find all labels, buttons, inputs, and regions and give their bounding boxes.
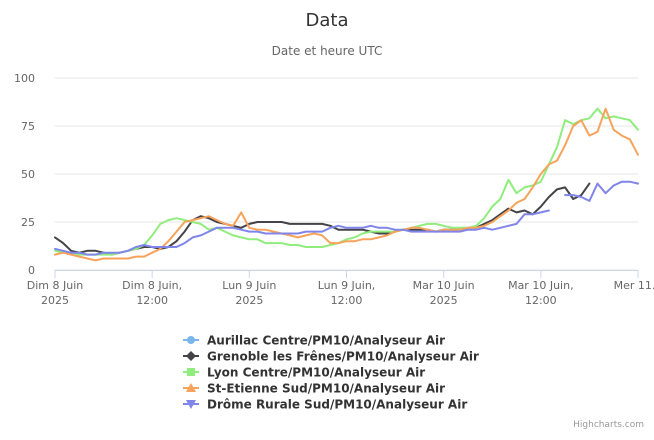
- x-tick-label-line: Mer 11...: [614, 279, 654, 292]
- x-tick-label: Mar 10 Juin, 12:00: [508, 279, 573, 307]
- legend-item-4[interactable]: Drôme Rurale Sud/PM10/Analyseur Air: [183, 398, 467, 412]
- y-tick-label: 0: [28, 264, 35, 277]
- x-tick-label-line: Mar 10 Juin,: [508, 279, 573, 292]
- x-tick-label: Lun 9 Juin, 12:00: [318, 279, 376, 307]
- highcharts-credits[interactable]: Highcharts.com: [573, 420, 644, 430]
- x-tick-label-line: Lun 9 Juin,: [318, 279, 376, 292]
- legend-label: St-Etienne Sud/PM10/Analyseur Air: [207, 382, 445, 396]
- chart-title: Data: [306, 10, 349, 31]
- series-line-2[interactable]: [54, 107, 639, 256]
- x-tick-label-line: Lun 9 Juin: [222, 279, 276, 292]
- legend-item-0[interactable]: Aurillac Centre/PM10/Analyseur Air: [183, 334, 445, 348]
- x-tick-label-line: 2025: [41, 294, 69, 307]
- y-tick-label: 100: [14, 72, 35, 85]
- series-line-4[interactable]: [54, 180, 639, 256]
- legend-item-1[interactable]: Grenoble les Frênes/PM10/Analyseur Air: [183, 350, 479, 364]
- x-tick-label-line: 12:00: [525, 294, 557, 307]
- chart-subtitle: Date et heure UTC: [272, 44, 383, 58]
- legend-item-2[interactable]: Lyon Centre/PM10/Analyseur Air: [183, 366, 425, 380]
- x-tick-label: Dim 8 Juin, 12:00: [122, 279, 182, 307]
- series-line-3[interactable]: [54, 107, 639, 262]
- legend-marker-triangle-down: [186, 400, 196, 409]
- x-tick-label-line: Mar 10 Juin: [413, 279, 475, 292]
- x-tick-label-line: 12:00: [136, 294, 168, 307]
- y-tick-label: 50: [21, 168, 35, 181]
- legend-label: Drôme Rurale Sud/PM10/Analyseur Air: [207, 398, 467, 412]
- legend-marker-square: [187, 368, 195, 376]
- legend-label: Aurillac Centre/PM10/Analyseur Air: [207, 334, 445, 348]
- x-tick-label-line: Dim 8 Juin: [27, 279, 84, 292]
- legend: Aurillac Centre/PM10/Analyseur Air Grenob…: [183, 334, 479, 412]
- x-tick-label: Mer 11...: [614, 279, 654, 292]
- series-lines: [54, 107, 639, 262]
- x-tick-label-line: 2025: [430, 294, 458, 307]
- legend-label: Grenoble les Frênes/PM10/Analyseur Air: [207, 350, 479, 364]
- axes: 0 25 50 75 100 Dim 8 Juin 2025 Dim 8 Juin, 12:00…: [14, 72, 654, 307]
- legend-label: Lyon Centre/PM10/Analyseur Air: [207, 366, 425, 380]
- x-tick-label: Dim 8 Juin 2025: [27, 279, 84, 307]
- x-tick-label-line: 12:00: [331, 294, 363, 307]
- x-tick-label: Mar 10 Juin 2025: [413, 279, 475, 307]
- legend-marker-circle: [187, 336, 195, 344]
- legend-item-3[interactable]: St-Etienne Sud/PM10/Analyseur Air: [183, 382, 445, 396]
- x-tick-label-line: 2025: [235, 294, 263, 307]
- series-line-1[interactable]: [54, 182, 591, 256]
- legend-marker-diamond: [186, 351, 196, 361]
- y-tick-label: 75: [21, 120, 35, 133]
- x-tick-label-line: Dim 8 Juin,: [122, 279, 182, 292]
- y-tick-label: 25: [21, 216, 35, 229]
- legend-marker-triangle: [186, 383, 196, 392]
- x-tick-label: Lun 9 Juin 2025: [222, 279, 276, 307]
